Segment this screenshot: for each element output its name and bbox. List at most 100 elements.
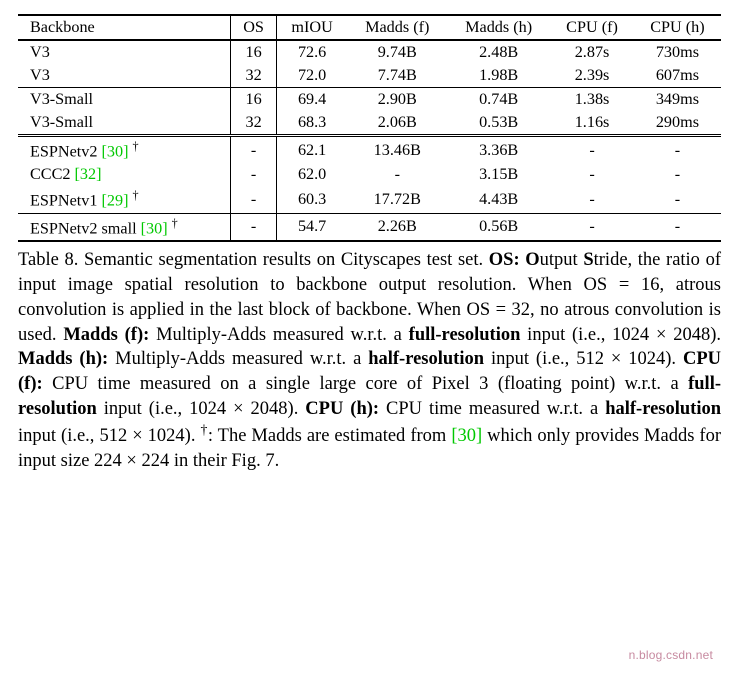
cell-backbone: V3 [18, 64, 231, 88]
cpuh-text1: CPU time measured w.r.t. a [379, 399, 605, 419]
cell-maddsh: 0.56B [447, 213, 550, 241]
cell-backbone: CCC2 [32] [18, 163, 231, 186]
cell-backbone: ESPNetv1 [29] † [18, 186, 231, 213]
cell-cpuh: - [634, 136, 721, 164]
cell-maddsf: 2.06B [347, 111, 447, 136]
table-row: ESPNetv1 [29] †-60.317.72B4.43B-- [18, 186, 721, 213]
cell-cpuh: - [634, 186, 721, 213]
cpuf-text1: CPU time measured on a single large core… [43, 374, 688, 394]
col-maddsf: Madds (f) [347, 15, 447, 40]
col-backbone: Backbone [18, 15, 231, 40]
maddsh-label: Madds (h): [18, 349, 108, 369]
cell-os: 32 [231, 111, 276, 136]
cpuh-label: CPU (h): [305, 399, 379, 419]
cell-maddsh: 1.98B [447, 64, 550, 88]
half-res-2: half-resolution [605, 399, 721, 419]
cell-maddsh: 2.48B [447, 40, 550, 64]
results-table: Backbone OS mIOU Madds (f) Madds (h) CPU… [18, 14, 721, 242]
half-res: half-resolution [368, 349, 484, 369]
os-label: OS: O [489, 250, 540, 270]
cpuf-text2: input (i.e., 1024 × 2048). [97, 399, 305, 419]
maddsf-label: Madds (f): [63, 325, 149, 345]
dagger-icon: † [172, 216, 178, 230]
citation: [29] [102, 192, 129, 210]
col-cpuf: CPU (f) [550, 15, 634, 40]
cell-backbone: ESPNetv2 [30] † [18, 136, 231, 164]
cell-os: 16 [231, 88, 276, 112]
cell-maddsf: 13.46B [347, 136, 447, 164]
cpuh-text2: input (i.e., 512 × 1024). [18, 426, 201, 446]
os-text1: utput [540, 250, 584, 270]
cell-os: 32 [231, 64, 276, 88]
table-row: V3-Small3268.32.06B0.53B1.16s290ms [18, 111, 721, 136]
caption-lead: Semantic segmentation results on Citysca… [78, 250, 488, 270]
cell-cpuh: - [634, 213, 721, 241]
cell-miou: 72.0 [276, 64, 347, 88]
cell-maddsh: 0.74B [447, 88, 550, 112]
cell-os: - [231, 213, 276, 241]
cell-backbone: V3-Small [18, 111, 231, 136]
cell-maddsf: 9.74B [347, 40, 447, 64]
table-row: ESPNetv2 small [30] †-54.72.26B0.56B-- [18, 213, 721, 241]
table-row: V33272.07.74B1.98B2.39s607ms [18, 64, 721, 88]
os-label2: S [583, 250, 593, 270]
citation: [30] [141, 219, 168, 237]
citation: [30] [102, 142, 129, 160]
cell-miou: 54.7 [276, 213, 347, 241]
table-row: ESPNetv2 [30] †-62.113.46B3.36B-- [18, 136, 721, 164]
dagger-icon: † [133, 188, 139, 202]
cell-backbone: V3 [18, 40, 231, 64]
col-miou: mIOU [276, 15, 347, 40]
cell-backbone: ESPNetv2 small [30] † [18, 213, 231, 241]
cell-os: - [231, 136, 276, 164]
maddsh-text2: input (i.e., 512 × 1024). [484, 349, 683, 369]
maddsh-text1: Multiply-Adds measured w.r.t. a [108, 349, 368, 369]
dagger-icon: † [133, 139, 139, 153]
table-caption: Table 8. Semantic segmentation results o… [18, 248, 721, 473]
cell-os: - [231, 186, 276, 213]
cell-cpuh: 290ms [634, 111, 721, 136]
cell-cpuh: 349ms [634, 88, 721, 112]
cell-maddsh: 3.36B [447, 136, 550, 164]
table-row: V3-Small1669.42.90B0.74B1.38s349ms [18, 88, 721, 112]
maddsf-text2: input (i.e., 1024 × 2048). [520, 325, 721, 345]
cell-cpuf: - [550, 213, 634, 241]
watermark: n.blog.csdn.net [629, 648, 713, 662]
cell-maddsf: 2.26B [347, 213, 447, 241]
cell-cpuf: 1.38s [550, 88, 634, 112]
citation-30: [30] [451, 426, 482, 446]
cell-cpuf: 2.39s [550, 64, 634, 88]
cell-maddsf: 7.74B [347, 64, 447, 88]
cell-os: 16 [231, 40, 276, 64]
cell-miou: 60.3 [276, 186, 347, 213]
cell-cpuh: 730ms [634, 40, 721, 64]
cell-cpuf: 1.16s [550, 111, 634, 136]
cell-miou: 72.6 [276, 40, 347, 64]
cell-os: - [231, 163, 276, 186]
col-maddsh: Madds (h) [447, 15, 550, 40]
maddsf-text1: Multiply-Adds measured w.r.t. a [149, 325, 408, 345]
col-os: OS [231, 15, 276, 40]
cell-cpuf: - [550, 136, 634, 164]
cell-miou: 69.4 [276, 88, 347, 112]
cell-miou: 68.3 [276, 111, 347, 136]
cell-cpuf: - [550, 186, 634, 213]
citation: [32] [75, 165, 102, 183]
full-res: full-resolution [409, 325, 521, 345]
cell-cpuf: 2.87s [550, 40, 634, 64]
caption-title: Table 8. [18, 250, 78, 270]
cell-cpuf: - [550, 163, 634, 186]
cell-maddsf: 17.72B [347, 186, 447, 213]
cell-maddsh: 4.43B [447, 186, 550, 213]
cell-miou: 62.0 [276, 163, 347, 186]
cell-maddsf: - [347, 163, 447, 186]
cell-cpuh: 607ms [634, 64, 721, 88]
cell-backbone: V3-Small [18, 88, 231, 112]
cell-maddsh: 3.15B [447, 163, 550, 186]
cell-maddsh: 0.53B [447, 111, 550, 136]
col-cpuh: CPU (h) [634, 15, 721, 40]
table-header-row: Backbone OS mIOU Madds (f) Madds (h) CPU… [18, 15, 721, 40]
table-row: V31672.69.74B2.48B2.87s730ms [18, 40, 721, 64]
cell-maddsf: 2.90B [347, 88, 447, 112]
cell-miou: 62.1 [276, 136, 347, 164]
